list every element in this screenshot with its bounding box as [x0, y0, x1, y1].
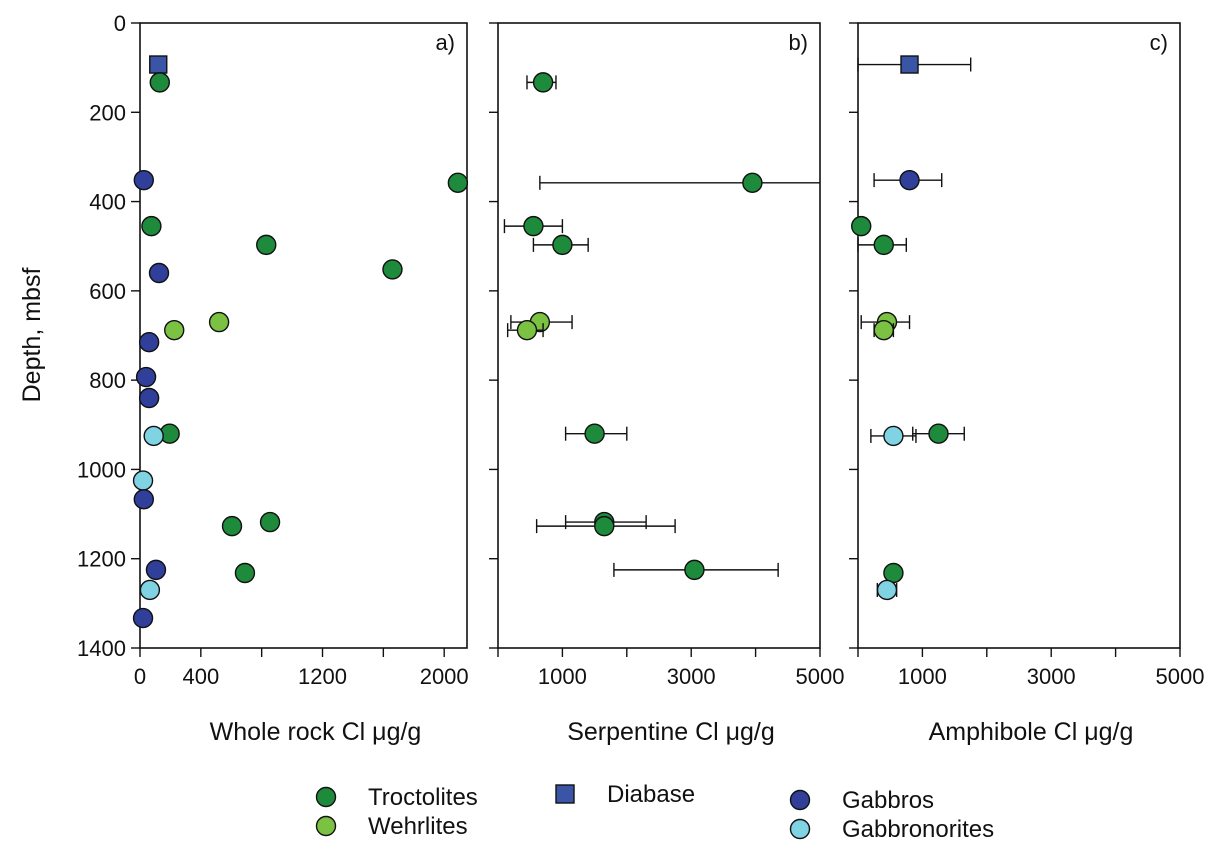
data-point-troctolites: [873, 234, 894, 256]
data-point-gabbros: [138, 387, 160, 409]
y-tick-label: 1200: [77, 547, 126, 572]
legend-item-diabase: Diabase: [555, 781, 695, 808]
data-point-troctolites: [883, 562, 904, 584]
data-point-troctolites: [552, 234, 573, 256]
data-point-gabbros: [899, 169, 920, 191]
legend-marker: [789, 789, 811, 811]
legend-item-troctolites: Troctolites: [315, 784, 478, 811]
panel-2: 1000 3000 5000 Serpentine Cl μg/g b): [489, 22, 845, 746]
data-point-gabbros: [145, 559, 167, 581]
data-point-wehrlites: [208, 311, 230, 333]
data-point-gabbros: [135, 366, 157, 388]
x-tick-label: 1000: [538, 664, 587, 689]
data-point-gabbros: [133, 169, 155, 191]
y-tick-label: 800: [89, 368, 126, 393]
legend-marker: [315, 786, 337, 808]
y-tick-label: 0: [114, 11, 126, 36]
x-tick-label: 5000: [796, 664, 845, 689]
data-point-troctolites: [594, 515, 615, 537]
y-tick-label: 1400: [77, 636, 126, 661]
data-point-troctolites: [221, 515, 243, 537]
data-point-troctolites: [532, 72, 554, 93]
plot-frame: [497, 22, 821, 649]
data-point-gabbros: [138, 331, 160, 353]
plot-frame: [139, 22, 468, 649]
x-tick-label: 3000: [1027, 664, 1076, 689]
data-point-wehrlites: [516, 319, 538, 341]
x-tick-label: 1200: [298, 664, 347, 689]
legend-label: Gabbronorites: [842, 816, 994, 843]
x-axis-title: Serpentine Cl μg/g: [567, 718, 775, 746]
legend-label: Troctolites: [368, 784, 478, 811]
data-point-gabbros: [148, 262, 170, 284]
data-point-gabbros: [133, 489, 155, 510]
data-point-gabbronorites: [143, 425, 164, 447]
data-point-gabbronorites: [132, 470, 154, 491]
x-tick-label: 3000: [667, 664, 716, 689]
y-tick-label: 400: [89, 190, 126, 215]
y-tick-label: 1000: [77, 457, 126, 482]
data-point-troctolites: [259, 511, 281, 533]
data-point-wehrlites: [873, 319, 894, 341]
data-point-troctolites: [234, 562, 256, 584]
data-point-troctolites: [256, 234, 277, 256]
data-point-troctolites: [928, 423, 949, 444]
data-point-troctolites: [584, 423, 605, 444]
data-point-gabbronorites: [139, 579, 161, 601]
y-tick-label: 600: [89, 279, 126, 304]
legend-item-wehrlites: Wehrlites: [315, 813, 468, 840]
legend-marker: [789, 818, 811, 840]
legend-label: Wehrlites: [368, 813, 468, 840]
legend-marker: [555, 784, 575, 804]
data-point-wehrlites: [164, 319, 185, 341]
legend-label: Gabbros: [842, 787, 934, 814]
x-tick-label: 1000: [898, 664, 947, 689]
data-point-troctolites: [742, 172, 763, 194]
data-point-troctolites: [447, 172, 469, 194]
legend-marker: [315, 815, 337, 837]
x-tick-label: 0: [134, 664, 146, 689]
panel-label: c): [1150, 30, 1168, 55]
legend-item-gabbronorites: Gabbronorites: [789, 816, 994, 843]
plot-frame: [857, 22, 1181, 649]
panel-3: 1000 3000 5000 Amphibole Cl μg/g c): [849, 22, 1205, 746]
data-point-troctolites: [851, 215, 872, 237]
y-axis-title: Depth, mbsf: [18, 268, 46, 403]
chart-panels: 0 200 400 600 800 1000 1200 1400 0 400 1200 2000 Who…: [77, 11, 1204, 746]
data-point-troctolites: [141, 215, 162, 237]
panel-label: b): [788, 30, 808, 55]
x-axis-title: Amphibole Cl μg/g: [929, 718, 1134, 746]
x-axis-title: Whole rock Cl μg/g: [210, 718, 422, 746]
data-point-troctolites: [149, 72, 170, 93]
panel-1: 0 200 400 600 800 1000 1200 1400 0 400 1200 2000 Who…: [77, 11, 469, 746]
y-tick-label: 200: [89, 100, 126, 125]
legend-item-gabbros: Gabbros: [789, 787, 934, 814]
data-point-troctolites: [382, 259, 403, 280]
panel-label: a): [435, 30, 455, 55]
data-point-gabbronorites: [883, 425, 904, 447]
data-point-diabase: [900, 55, 919, 74]
data-point-troctolites: [684, 559, 705, 581]
x-tick-label: 2000: [420, 664, 469, 689]
data-point-troctolites: [523, 215, 544, 237]
x-tick-label: 400: [182, 664, 219, 689]
x-tick-label: 5000: [1156, 664, 1205, 689]
data-point-diabase: [149, 55, 168, 74]
legend-label: Diabase: [607, 781, 695, 808]
data-point-gabbros: [132, 607, 154, 629]
data-point-gabbronorites: [876, 579, 898, 601]
